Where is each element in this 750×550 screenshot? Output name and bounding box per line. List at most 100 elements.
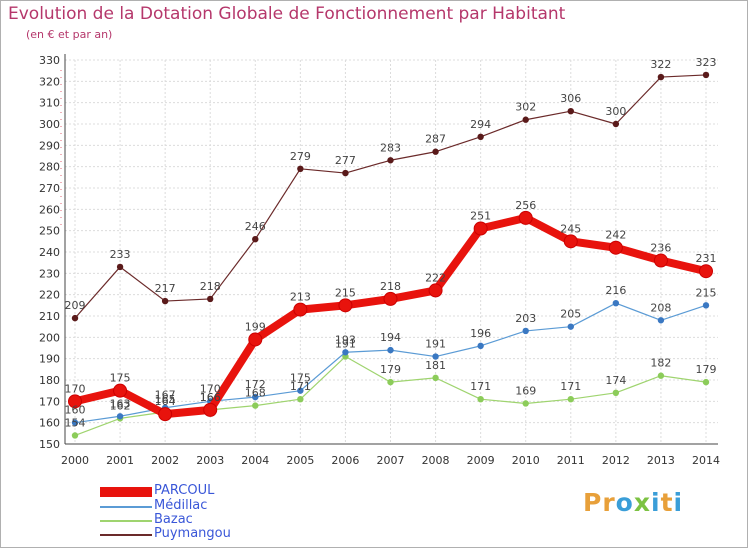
data-label: 179: [696, 363, 717, 376]
data-label: 160: [65, 404, 86, 417]
data-label: 215: [335, 286, 356, 299]
y-tick-label: 330: [39, 54, 60, 67]
data-label: 287: [425, 133, 446, 146]
data-point: [293, 302, 308, 317]
legend-item-bazac: Bazac: [100, 512, 320, 528]
x-tick-label: 2014: [692, 454, 720, 467]
legend-swatch-puymangou: [100, 534, 152, 536]
data-label: 182: [650, 357, 671, 370]
data-point: [657, 372, 665, 379]
data-label: 236: [650, 242, 671, 255]
data-point: [428, 283, 443, 298]
data-label: 166: [200, 391, 221, 404]
y-tick-label: 220: [39, 289, 60, 302]
data-point: [113, 383, 128, 398]
data-label: 166: [200, 391, 221, 404]
data-label: 300: [605, 105, 626, 118]
data-point: [338, 298, 353, 313]
data-label: 199: [245, 320, 266, 333]
data-point: [653, 253, 668, 268]
chart-title: Evolution de la Dotation Globale de Fonc…: [8, 4, 566, 24]
data-label: 169: [515, 384, 536, 397]
logo-letter: P: [583, 488, 603, 517]
x-tick-label: 2011: [557, 454, 585, 467]
data-point: [432, 374, 439, 382]
data-point: [567, 108, 574, 115]
x-tick-label: 2013: [647, 454, 675, 467]
data-point: [71, 419, 79, 426]
x-tick-label: 2003: [196, 454, 224, 467]
data-label: 175: [290, 372, 311, 385]
x-tick-label: 2012: [602, 454, 630, 467]
legend-item-parcoul: PARCOUL: [100, 483, 320, 499]
logo-letter: o: [615, 488, 634, 517]
legend-label-parcoul: PARCOUL: [154, 483, 215, 498]
data-point: [252, 402, 259, 409]
data-point: [342, 349, 349, 356]
y-tick-label: 320: [39, 75, 60, 88]
y-tick-label: 190: [39, 353, 60, 366]
y-tick-label: 210: [39, 310, 60, 323]
data-label: 283: [380, 141, 401, 154]
data-label: 279: [290, 150, 311, 163]
x-tick-label: 2006: [331, 454, 359, 467]
y-tick-label: 310: [39, 97, 60, 110]
x-tick-label: 2010: [512, 454, 540, 467]
x-tick-label: 2004: [241, 454, 269, 467]
data-label: 256: [515, 199, 536, 212]
data-point: [252, 393, 259, 401]
legend-label-bazac: Bazac: [154, 512, 193, 527]
chart-subtitle: (en € et par an): [26, 28, 113, 41]
data-label: 218: [380, 280, 401, 293]
data-point: [71, 314, 79, 322]
data-label: 306: [560, 92, 581, 105]
legend-item-puymangou: Puymangou: [100, 526, 320, 542]
y-tick-label: 270: [39, 182, 60, 195]
data-label: 322: [650, 58, 671, 71]
data-label: 217: [155, 282, 176, 295]
data-point: [387, 346, 394, 354]
data-point: [702, 378, 710, 386]
x-tick-label: 2002: [151, 454, 179, 467]
data-label: 205: [560, 308, 581, 321]
data-label: 194: [380, 331, 401, 344]
data-point: [473, 221, 488, 236]
data-point: [608, 240, 623, 255]
logo-letter: r: [602, 488, 616, 517]
logo-letter: i: [651, 488, 661, 517]
data-label: 215: [696, 286, 717, 299]
data-label: 171: [290, 380, 311, 393]
data-point: [71, 432, 79, 439]
data-label: 323: [696, 56, 717, 69]
data-point: [297, 387, 304, 394]
data-label: 302: [515, 101, 536, 114]
data-label: 171: [560, 380, 581, 393]
data-label: 231: [696, 252, 717, 265]
data-label: 171: [470, 380, 491, 393]
data-label: 162: [110, 399, 131, 412]
data-point: [477, 342, 484, 350]
data-label: 245: [560, 222, 581, 235]
y-tick-label: 230: [39, 267, 60, 280]
x-tick-label: 2001: [106, 454, 134, 467]
data-point: [612, 389, 620, 396]
data-label: 170: [65, 382, 86, 395]
data-point: [657, 73, 665, 81]
data-point: [158, 407, 173, 422]
data-point: [702, 302, 710, 309]
y-tick-label: 280: [39, 161, 60, 174]
data-point: [116, 413, 124, 420]
data-label: 203: [515, 312, 536, 325]
y-tick-label: 200: [39, 331, 60, 344]
data-point: [522, 400, 529, 407]
data-point: [518, 210, 533, 225]
logo-letter: t: [660, 488, 674, 517]
data-label: 193: [335, 333, 356, 346]
data-label: 174: [605, 374, 626, 387]
data-point: [702, 71, 710, 79]
data-point: [207, 295, 214, 303]
data-label: 246: [245, 220, 266, 233]
data-label: 172: [245, 378, 266, 391]
